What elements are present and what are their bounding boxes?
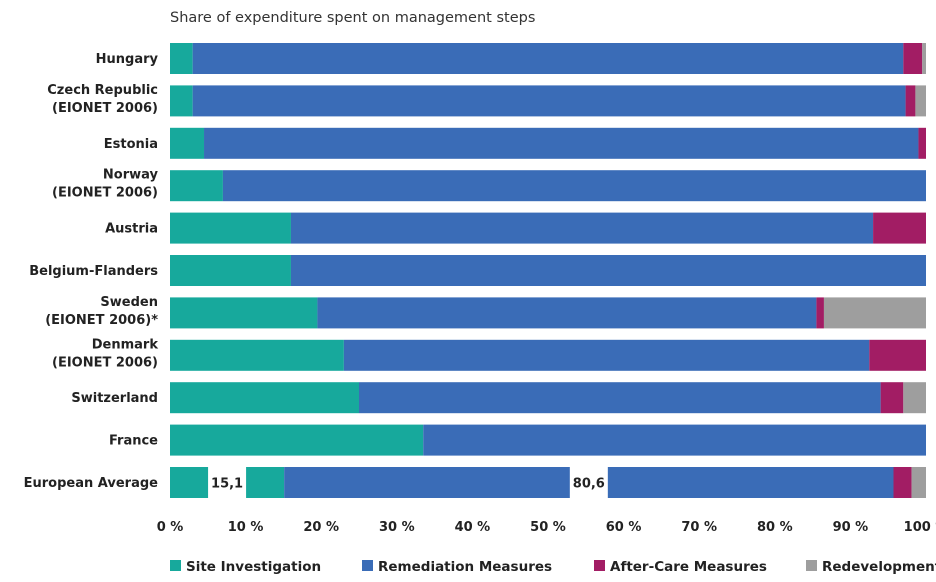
chart-title: Share of expenditure spent on management… bbox=[170, 10, 535, 26]
bar-segment-1-site-investigation bbox=[170, 85, 193, 117]
x-tick-label: 0 % bbox=[157, 520, 184, 535]
bar-segment-10-after-care-measures bbox=[893, 467, 912, 498]
bar-segment-0-after-care-measures bbox=[903, 43, 923, 74]
category-label: Sweden (EIONET 2006)* bbox=[45, 295, 158, 328]
bars-group: 15,1 80,6 bbox=[170, 43, 927, 498]
x-tick-label: 70 % bbox=[681, 520, 717, 535]
category-labels: Hungary Czech Republic (EIONET 2006) Estoni… bbox=[24, 52, 159, 491]
bar-segment-9-site-investigation bbox=[170, 424, 424, 456]
bar-segment-7-remediation-measures bbox=[343, 339, 870, 371]
bar-segment-8-site-investigation bbox=[170, 382, 359, 414]
category-label: Czech Republic (EIONET 2006) bbox=[47, 83, 158, 116]
bar-segment-10-redevelopment bbox=[911, 467, 926, 498]
x-tick-label: 30 % bbox=[379, 520, 415, 535]
data-label: 15,1 bbox=[211, 477, 243, 492]
bar-segment-6-redevelopment bbox=[823, 297, 926, 329]
x-tick-label: 100 % bbox=[904, 520, 936, 535]
bar-segment-6-after-care-measures bbox=[816, 297, 824, 329]
legend-label: Site Investigation bbox=[186, 559, 321, 575]
legend-swatch bbox=[362, 560, 373, 571]
category-label: European Average bbox=[24, 476, 159, 491]
category-label-line: Czech Republic bbox=[47, 83, 158, 98]
bar-segment-6-site-investigation bbox=[170, 297, 318, 329]
bar-segment-6-remediation-measures bbox=[317, 297, 817, 329]
category-label: Austria bbox=[105, 222, 158, 237]
category-label: Hungary bbox=[96, 52, 159, 67]
legend-swatch bbox=[170, 560, 181, 571]
category-label-line: (EIONET 2006) bbox=[52, 355, 158, 370]
bar-segment-3-remediation-measures bbox=[222, 170, 927, 202]
category-label-line: Norway bbox=[103, 168, 159, 183]
legend-label: Redevelopment bbox=[822, 559, 936, 575]
data-label-box bbox=[569, 467, 608, 498]
bar-segment-0-site-investigation bbox=[170, 43, 193, 74]
x-tick-label: 20 % bbox=[303, 520, 339, 535]
bar-segment-8-redevelopment bbox=[903, 382, 926, 414]
bar-segment-5-remediation-measures bbox=[290, 255, 927, 286]
bar-segment-4-site-investigation bbox=[170, 212, 291, 244]
category-label-line: Denmark bbox=[92, 337, 159, 352]
bar-segment-1-after-care-measures bbox=[905, 85, 916, 117]
bar-segment-2-remediation-measures bbox=[204, 127, 919, 159]
x-axis-ticks: 0 % 10 % 20 % 30 % 40 % 50 % 60 % 70 % 80 % 90 % 1… bbox=[157, 520, 936, 535]
bar-segment-3-site-investigation bbox=[170, 170, 223, 202]
legend-label: After-Care Measures bbox=[610, 559, 767, 575]
category-label: Denmark (EIONET 2006) bbox=[52, 337, 158, 370]
x-tick-label: 90 % bbox=[833, 520, 869, 535]
bar-segment-1-remediation-measures bbox=[192, 85, 906, 117]
bar-segment-0-redevelopment bbox=[922, 43, 926, 74]
data-label-box bbox=[208, 467, 247, 498]
bar-segment-8-after-care-measures bbox=[880, 382, 904, 414]
category-label-line: (EIONET 2006) bbox=[52, 186, 158, 201]
legend-swatch bbox=[806, 560, 817, 571]
bar-segment-2-site-investigation bbox=[170, 127, 205, 159]
legend-label: Remediation Measures bbox=[378, 559, 552, 575]
bar-segment-5-site-investigation bbox=[170, 255, 291, 286]
bar-segment-7-after-care-measures bbox=[869, 339, 926, 371]
bar-segment-4-remediation-measures bbox=[290, 212, 874, 244]
bar-segment-4-after-care-measures bbox=[873, 212, 926, 244]
x-tick-label: 60 % bbox=[606, 520, 642, 535]
x-tick-label: 80 % bbox=[757, 520, 793, 535]
data-label: 80,6 bbox=[573, 477, 605, 492]
bar-segment-2-after-care-measures bbox=[918, 127, 926, 159]
legend: Site Investigation Remediation Measures Af… bbox=[170, 559, 936, 575]
category-label-line: Sweden bbox=[100, 295, 158, 310]
bar-segment-7-site-investigation bbox=[170, 339, 344, 371]
category-label: France bbox=[109, 434, 158, 449]
category-label: Norway (EIONET 2006) bbox=[52, 168, 159, 201]
bar-segment-0-remediation-measures bbox=[192, 43, 904, 74]
category-label: Belgium-Flanders bbox=[29, 264, 158, 279]
x-tick-label: 10 % bbox=[228, 520, 264, 535]
x-tick-label: 40 % bbox=[455, 520, 491, 535]
legend-swatch bbox=[594, 560, 605, 571]
category-label: Switzerland bbox=[71, 391, 158, 406]
category-label-line: (EIONET 2006)* bbox=[45, 313, 158, 328]
category-label-line: (EIONET 2006) bbox=[52, 101, 158, 116]
x-tick-label: 50 % bbox=[530, 520, 566, 535]
bar-segment-9-remediation-measures bbox=[423, 424, 926, 456]
bar-segment-8-remediation-measures bbox=[359, 382, 881, 414]
category-label: Estonia bbox=[104, 137, 158, 152]
bar-segment-1-redevelopment bbox=[915, 85, 926, 117]
